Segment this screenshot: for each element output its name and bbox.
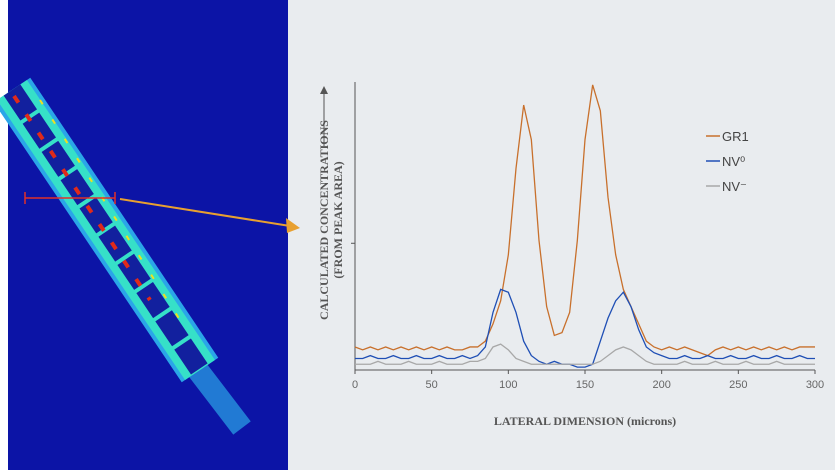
y-arrow-head <box>320 86 328 94</box>
image-bg <box>8 0 288 470</box>
x-tick-label: 200 <box>652 379 670 391</box>
legend-label: GR1 <box>722 129 749 144</box>
micrograph <box>0 0 288 470</box>
legend-label: NV⁻ <box>722 179 747 194</box>
red-band <box>12 94 152 302</box>
x-label: LATERAL DIMENSION (microns) <box>494 414 676 428</box>
x-tick-label: 0 <box>352 379 358 391</box>
y-label: CALCULATED CONCENTRATIONS <box>317 120 331 320</box>
series-line <box>355 343 815 365</box>
series-line <box>355 288 815 368</box>
strip-tail <box>181 353 251 435</box>
margin <box>0 0 8 470</box>
series-line <box>354 84 815 357</box>
legend-label: NV⁰ <box>722 154 745 169</box>
x-tick-label: 100 <box>499 379 517 391</box>
x-tick-label: 150 <box>576 379 594 391</box>
x-tick-label: 50 <box>426 379 438 391</box>
x-tick-label: 300 <box>806 379 824 391</box>
x-tick-label: 250 <box>729 379 747 391</box>
pointer-arrow <box>119 198 291 227</box>
y-label-sub: (FROM PEAK AREA) <box>331 161 345 278</box>
arrow-head <box>286 218 300 233</box>
